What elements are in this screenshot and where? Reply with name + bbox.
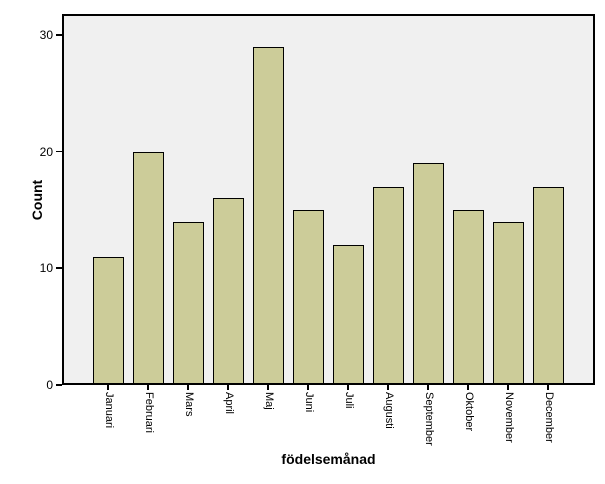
y-tick-label: 10 [39,261,53,276]
y-axis-tick [56,384,62,386]
y-tick-label: 30 [39,28,53,42]
x-axis-tick [347,385,349,390]
x-tick-label-mars: Mars [182,392,195,417]
y-axis-title: Count [29,179,45,221]
bar-februari [132,151,164,385]
x-axis-tick [547,385,549,390]
bar-augusti [372,186,404,385]
x-tick-label-juli: Juli [342,392,355,409]
x-tick-label-maj: Maj [262,392,275,410]
plot-area [62,14,595,385]
x-tick-label-augusti: Augusti [382,392,395,429]
x-axis-tick [467,385,469,390]
bar-mars [172,221,204,385]
x-axis-title: födelsemånad [281,451,376,467]
y-axis-tick [56,34,62,36]
y-tick-label: 20 [39,144,53,159]
x-tick-label-februari: Februari [142,392,155,433]
bar-april [212,198,244,385]
x-axis-tick [227,385,229,390]
bar-juli [332,245,364,385]
x-axis-tick [107,385,109,390]
x-axis-tick [187,385,189,390]
y-axis-tick [56,267,62,269]
bar-juni [292,210,324,385]
x-tick-label-april: April [222,392,235,415]
x-tick-label-oktober: Oktober [462,392,475,432]
x-tick-label-december: December [542,392,555,443]
x-axis-tick [507,385,509,390]
x-axis-tick [267,385,269,390]
bar-september [412,163,444,385]
x-axis-tick [387,385,389,390]
bar-oktober [452,210,484,385]
bar-januari [92,256,124,385]
x-tick-label-januari: Januari [102,392,115,429]
x-axis-tick [427,385,429,390]
bar-november [492,221,524,385]
y-tick-label: 0 [46,378,53,392]
x-tick-label-juni: Juni [302,392,315,413]
y-axis-tick [56,150,62,153]
x-tick-label-september: September [422,392,435,446]
bar-maj [252,46,284,385]
bar-december [532,186,564,385]
x-axis-tick [147,385,149,390]
x-tick-label-november: November [502,392,515,443]
x-axis-tick [307,385,309,390]
